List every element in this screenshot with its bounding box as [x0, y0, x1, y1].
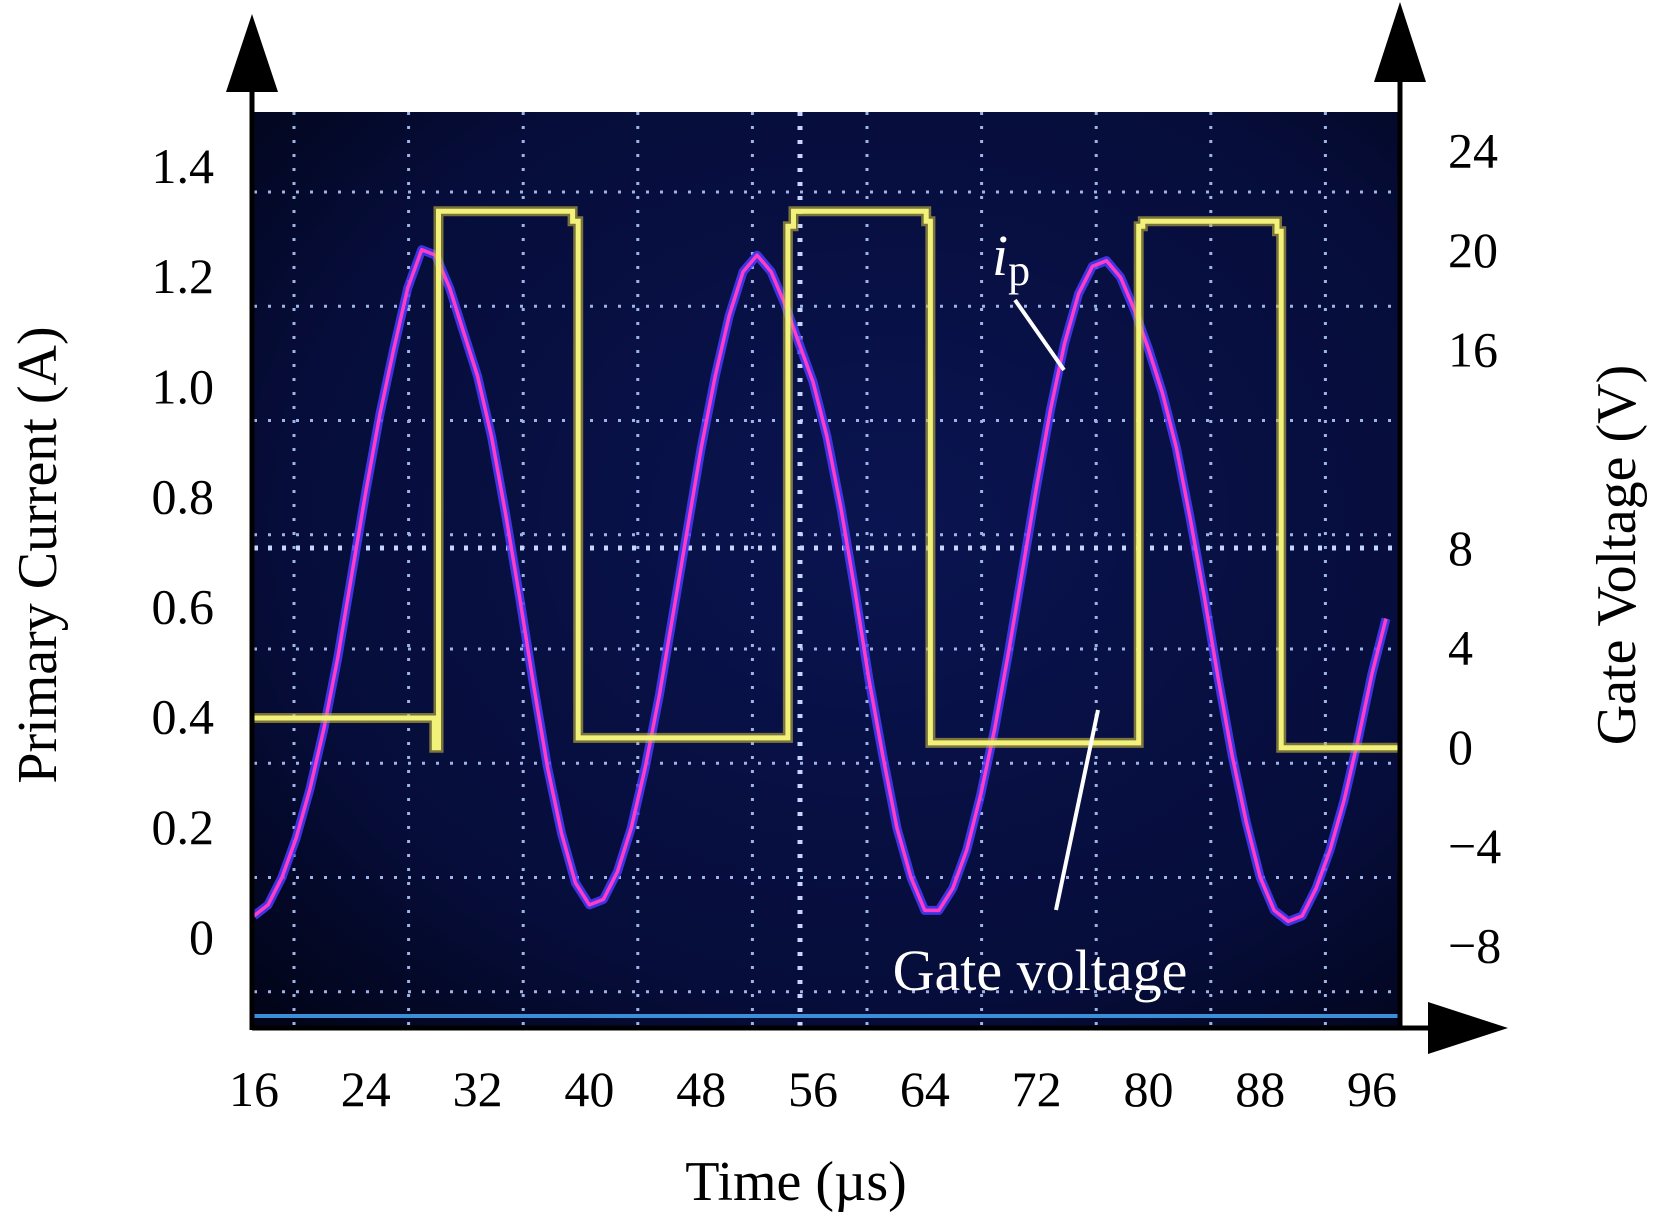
left-tick-label: 1.2	[152, 248, 215, 304]
right-tick-labels: −8 −4 0 4 8 16 20 24	[1448, 123, 1501, 974]
right-axis-arrow	[1374, 2, 1426, 82]
series-layer	[254, 206, 1400, 926]
x-tick-label: 24	[341, 1061, 391, 1117]
left-tick-labels: 0 0.2 0.4 0.6 0.8 1.0 1.2 1.4	[152, 138, 215, 965]
x-tick-label: 64	[900, 1061, 950, 1117]
gate-voltage-label: Gate voltage	[893, 938, 1188, 1003]
gate-voltage-leader-line	[1054, 709, 1100, 911]
x-axis-title: Time (µs)	[685, 1151, 907, 1213]
gate-voltage-series-line	[254, 208, 1400, 751]
right-tick-label: 0	[1448, 719, 1473, 775]
left-tick-label: 0.8	[152, 468, 215, 524]
right-tick-label: 20	[1448, 222, 1498, 278]
left-tick-label: 1.0	[152, 358, 215, 414]
x-tick-label: 72	[1012, 1061, 1062, 1117]
x-tick-label: 88	[1235, 1061, 1285, 1117]
left-axis-title: Primary Current (A)	[7, 326, 69, 783]
right-tick-label: 4	[1448, 619, 1473, 675]
x-tick-label: 96	[1347, 1061, 1397, 1117]
x-tick-label: 32	[453, 1061, 503, 1117]
ip-leader-line	[1013, 298, 1066, 372]
left-tick-label: 0.4	[152, 689, 215, 745]
x-tick-label: 56	[788, 1061, 838, 1117]
ip-label: ip	[992, 223, 1030, 295]
x-tick-label: 48	[676, 1061, 726, 1117]
ip-subscript: p	[1008, 246, 1030, 295]
left-tick-label: 0.2	[152, 799, 215, 855]
left-tick-label: 1.4	[152, 138, 215, 194]
right-tick-label: −4	[1448, 818, 1501, 874]
right-tick-label: 24	[1448, 123, 1498, 179]
left-tick-label: 0	[189, 909, 214, 965]
right-tick-label: 16	[1448, 321, 1498, 377]
x-axis-arrow	[1428, 1002, 1508, 1054]
x-tick-labels: 16 24 32 40 48 56 64 72 80 88 96	[229, 1061, 1397, 1117]
scope-screen	[254, 112, 1400, 1026]
right-tick-label: −8	[1448, 918, 1501, 974]
left-tick-label: 0.6	[152, 579, 215, 635]
x-tick-label: 40	[564, 1061, 614, 1117]
ip-italic: i	[992, 223, 1008, 288]
x-tick-label: 16	[229, 1061, 279, 1117]
left-axis-arrow	[226, 14, 278, 92]
right-tick-label: 8	[1448, 520, 1473, 576]
x-tick-label: 80	[1123, 1061, 1173, 1117]
right-axis-title: Gate Voltage (V)	[1586, 365, 1648, 746]
